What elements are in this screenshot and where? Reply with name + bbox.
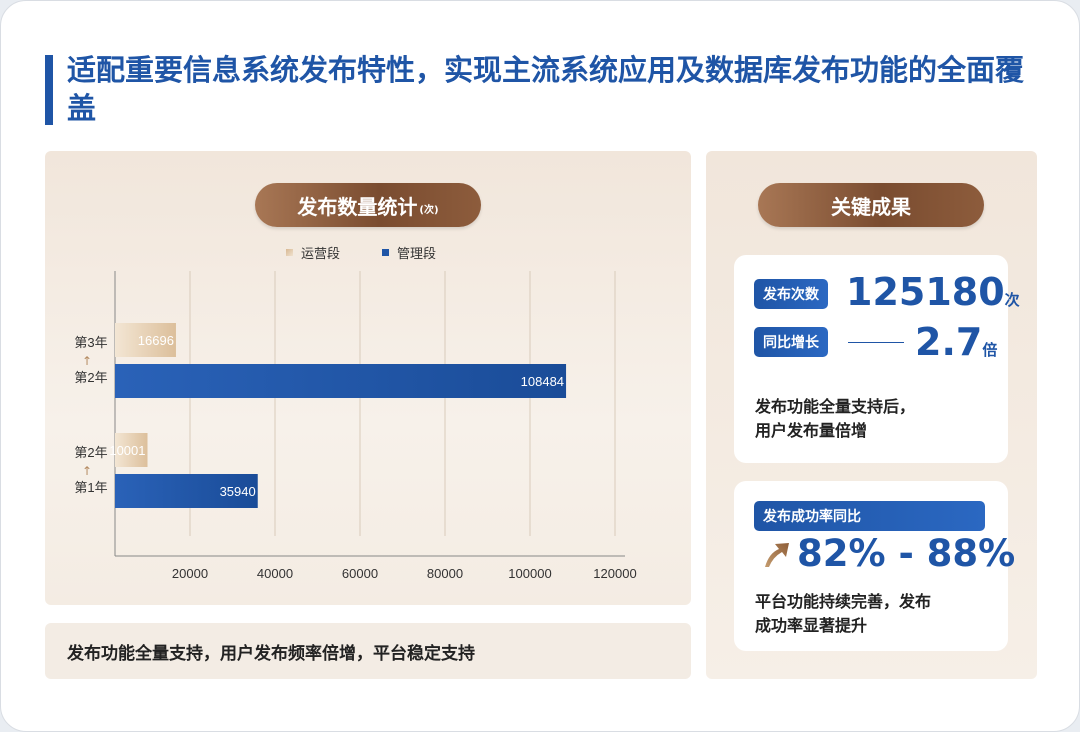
x-tick-label-120000: 120000 — [593, 566, 636, 581]
results-title-pill: 关键成果 — [758, 183, 984, 227]
count-description: 发布功能全量支持后， 用户发布量倍增 — [755, 395, 915, 443]
success-description: 平台功能持续完善，发布 成功率显著提升 — [755, 590, 931, 638]
growth-tag: 同比增长 — [754, 327, 828, 357]
legend-label-mgmt: 管理段 — [397, 247, 437, 262]
category-label-top-0: 第3年 — [74, 335, 107, 350]
count-unit: 次 — [1004, 291, 1020, 309]
title-accent-bar — [45, 55, 53, 125]
up-arrow-icon — [759, 537, 793, 571]
category-arrow-1: ↑ — [82, 464, 92, 478]
legend-label-ops: 运营段 — [301, 247, 341, 262]
legend-swatch-ops — [286, 249, 293, 256]
x-tick-label-100000: 100000 — [508, 566, 551, 581]
data-label-mgmt-0: 108484 — [521, 374, 564, 389]
count-desc-line2: 用户发布量倍增 — [755, 421, 868, 440]
count-desc-line1: 发布功能全量支持后， — [755, 397, 916, 416]
category-label-top-1: 第2年 — [74, 445, 107, 460]
chart-title-pill: 发布数量统计 (次) — [255, 183, 481, 227]
data-label-ops-0: 16696 — [138, 333, 174, 348]
bar-chart: 20000 40000 60000 80000 100000 120000 16696 108… — [74, 271, 637, 581]
data-label-mgmt-1: 35940 — [220, 484, 256, 499]
results-title: 关键成果 — [831, 194, 911, 219]
x-tick-label-40000: 40000 — [257, 566, 293, 581]
page-title: 适配重要信息系统发布特性，实现主流系统应用及数据库发布功能的全面覆盖 — [67, 53, 1025, 125]
legend-swatch-mgmt — [382, 249, 390, 256]
bar-mgmt-1 — [115, 474, 258, 508]
data-label-ops-1: 10001 — [109, 443, 145, 458]
success-desc-line2: 成功率显著提升 — [755, 616, 868, 635]
bar-ops-1 — [115, 433, 148, 467]
count-tag: 发布次数 — [754, 279, 828, 309]
legend-item-mgmt: 管理段 — [382, 243, 436, 262]
category-label-bottom-0: 第2年 — [74, 370, 107, 385]
success-tag: 发布成功率同比 — [754, 501, 985, 531]
legend-item-ops: 运营段 — [286, 243, 340, 262]
growth-unit: 倍 — [982, 341, 998, 359]
count-value: 125180 — [846, 270, 1005, 314]
growth-divider — [848, 342, 904, 343]
success-value: 82% - 88% — [797, 532, 1016, 575]
category-label-bottom-1: 第1年 — [74, 480, 107, 495]
growth-value: 2.7 — [915, 320, 983, 364]
chart-title: 发布数量统计 — [297, 194, 418, 219]
chart-unit: (次) — [419, 204, 439, 216]
chart-footnote: 发布功能全量支持，用户发布频率倍增，平台稳定支持 — [45, 623, 691, 679]
bar-ops-0 — [115, 323, 176, 357]
x-tick-label-20000: 20000 — [172, 566, 208, 581]
category-arrow-0: ↑ — [82, 354, 92, 368]
bar-mgmt-0 — [115, 364, 567, 398]
count-value-group: 125180次 — [846, 269, 1020, 323]
x-tick-label-80000: 80000 — [427, 566, 463, 581]
success-desc-line1: 平台功能持续完善，发布 — [755, 592, 932, 611]
x-tick-label-60000: 60000 — [342, 566, 378, 581]
chart-legend: 运营段 管理段 — [286, 243, 436, 262]
growth-value-group: 2.7倍 — [915, 319, 997, 373]
